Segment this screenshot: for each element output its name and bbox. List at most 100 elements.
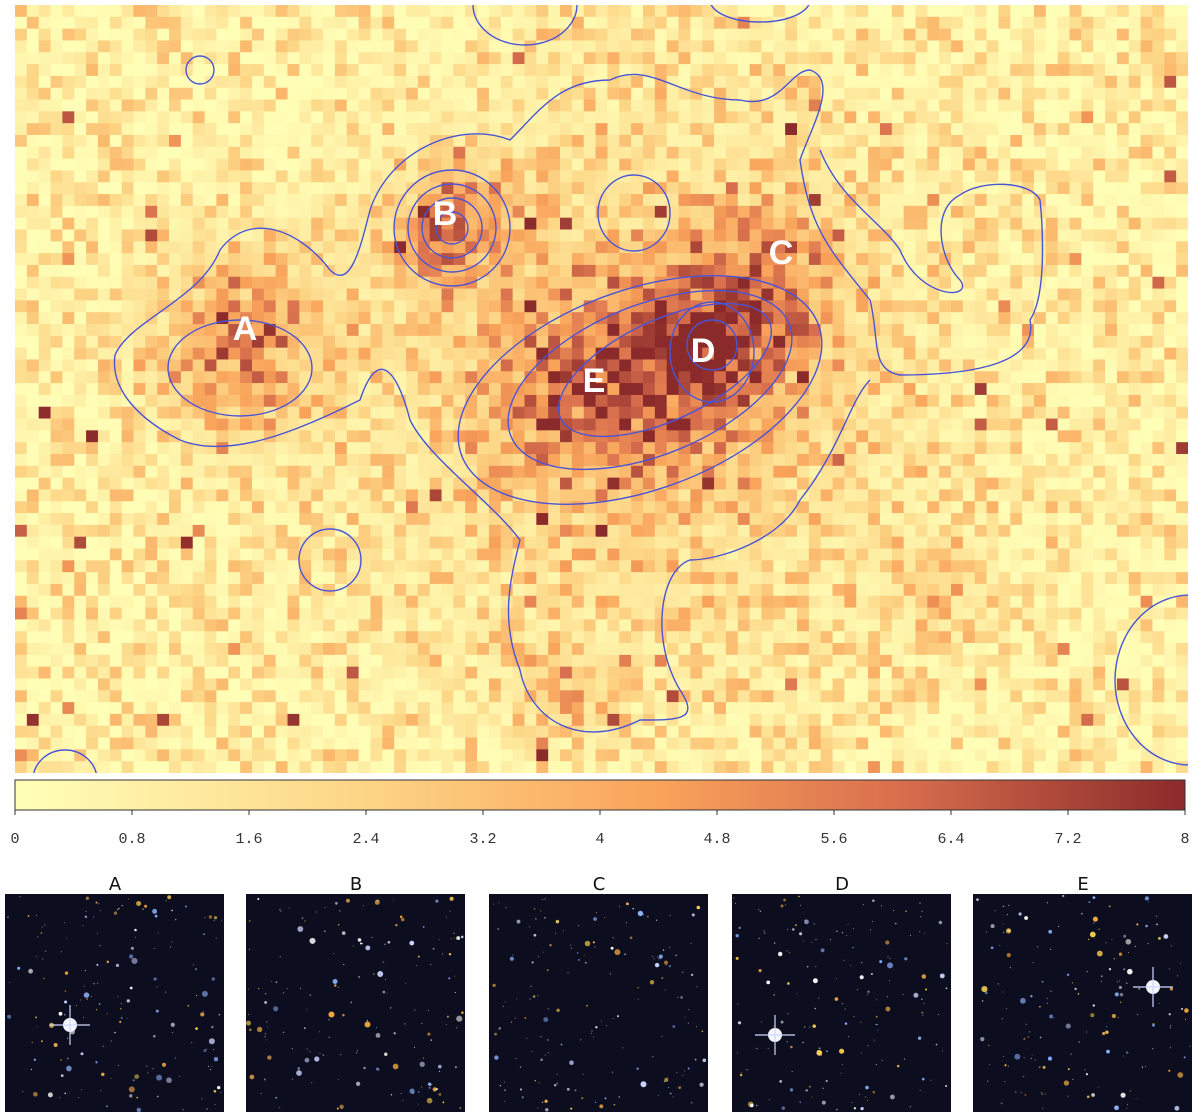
pixel (654, 430, 668, 443)
pixel (536, 595, 549, 609)
pixel (678, 52, 691, 65)
pixel (844, 383, 857, 396)
pixel (536, 194, 549, 207)
pixel (785, 394, 798, 408)
pixel (820, 123, 834, 136)
pixel (287, 276, 300, 290)
pixel (678, 560, 691, 573)
pixel (974, 324, 988, 337)
pixel (1105, 170, 1118, 183)
pixel (429, 595, 443, 609)
pixel (228, 312, 241, 325)
pixel (1140, 442, 1153, 455)
pixel (133, 16, 146, 30)
pixel (903, 288, 916, 301)
pixel (275, 123, 289, 136)
pixel (915, 347, 928, 360)
pixel (749, 489, 762, 502)
pixel (275, 465, 289, 479)
pixel (86, 146, 99, 160)
pixel (1057, 501, 1071, 514)
pixel (903, 418, 916, 431)
pixel (631, 548, 644, 561)
pixel (97, 123, 111, 136)
pixel (879, 324, 893, 337)
pixel (524, 335, 537, 349)
pixel (86, 477, 99, 490)
pixel (228, 288, 241, 301)
pixel (251, 489, 265, 502)
pixel (856, 5, 869, 18)
pixel (26, 513, 40, 526)
pixel (1057, 300, 1071, 313)
pixel (145, 406, 158, 420)
pixel (797, 560, 810, 573)
pixel (109, 253, 123, 266)
pixel (548, 406, 561, 420)
pixel (631, 583, 644, 597)
pixel (500, 5, 514, 18)
pixel (1152, 465, 1165, 479)
pixel (986, 536, 999, 550)
pixel (737, 134, 751, 148)
pixel (263, 371, 277, 384)
pixel (512, 253, 525, 266)
pixel (666, 16, 680, 30)
pixel (998, 40, 1011, 53)
pixel (560, 146, 573, 160)
pixel (1022, 300, 1035, 313)
pixel (690, 28, 703, 41)
pixel (951, 347, 964, 360)
pixel (1081, 477, 1094, 490)
pixel (797, 229, 810, 242)
pixel (998, 170, 1011, 183)
pixel (619, 253, 632, 266)
pixel (690, 477, 703, 490)
pixel (370, 205, 383, 219)
pixel (1010, 64, 1023, 77)
pixel (536, 205, 549, 219)
pixel (145, 595, 158, 609)
pixel (832, 583, 845, 597)
pixel (797, 288, 810, 301)
pixel (334, 501, 348, 514)
pixel (26, 111, 40, 124)
pixel (323, 548, 336, 561)
pixel (1140, 406, 1153, 420)
pixel (180, 264, 194, 278)
pixel (642, 158, 656, 171)
pixel (879, 394, 893, 408)
pixel (216, 418, 229, 431)
pixel (192, 489, 206, 502)
pixel (797, 465, 810, 479)
pixel (962, 170, 976, 183)
pixel (334, 276, 348, 290)
pixel (157, 442, 170, 455)
pixel (311, 264, 324, 278)
pixel (38, 182, 52, 195)
pixel (879, 99, 893, 112)
pixel (761, 205, 774, 219)
pixel (595, 146, 608, 160)
pixel (346, 572, 360, 585)
pixel (737, 359, 751, 372)
pixel (429, 111, 443, 124)
pixel (465, 347, 478, 360)
pixel (1045, 170, 1059, 183)
pixel (192, 524, 206, 538)
pixel (832, 241, 845, 254)
pixel (382, 501, 395, 514)
pixel (417, 217, 431, 230)
pixel (820, 75, 834, 89)
pixel (50, 170, 63, 183)
pixel (240, 359, 253, 372)
pixel (1140, 134, 1153, 148)
pixel (240, 16, 253, 30)
pixel (263, 300, 277, 313)
pixel (133, 111, 146, 124)
pixel (690, 64, 703, 77)
pixel (785, 583, 798, 597)
pixel (406, 40, 419, 53)
pixel (38, 430, 52, 443)
pixel (346, 383, 360, 396)
